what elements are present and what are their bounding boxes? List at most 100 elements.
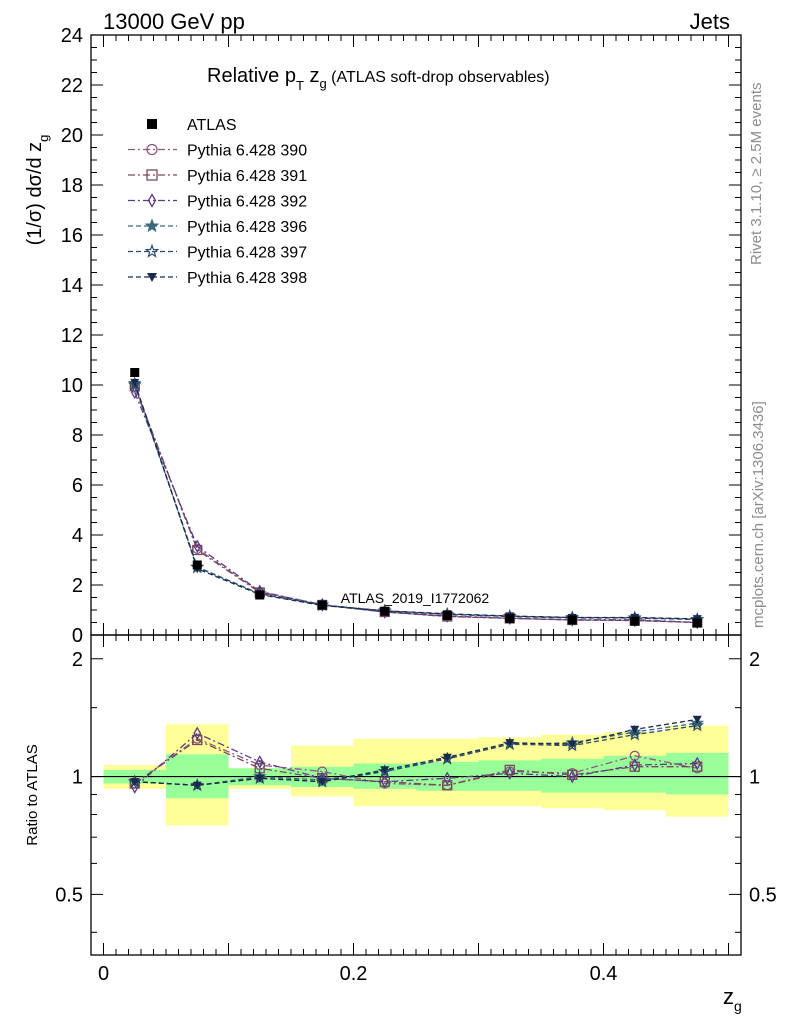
ratio-series-point — [504, 764, 515, 776]
y-tick-label: 8 — [72, 425, 83, 447]
ratio-series-point — [693, 756, 702, 771]
series-line — [134, 382, 698, 620]
y-tick-label: 6 — [72, 475, 83, 497]
series-line — [134, 383, 698, 621]
legend-label: Pythia 6.428 390 — [187, 143, 307, 160]
header-right: Jets — [690, 9, 730, 34]
data-point — [505, 614, 515, 624]
title-tail: (ATLAS soft-drop observables) — [327, 69, 550, 86]
ratio-series-point — [630, 758, 639, 772]
ratio-series-point — [130, 778, 140, 787]
y-tick-label: 18 — [61, 175, 83, 197]
chart-title: Relative pT zg (ATLAS soft-drop observab… — [207, 65, 550, 93]
ratio-plot-area: 0 0.2 0.4 0.5 0.5 1 1 2 2 — [55, 634, 777, 985]
y-axis-label-main: (1/σ) dσ/d z — [24, 142, 46, 246]
ratio-series-point — [380, 774, 389, 789]
ratio-series-line — [134, 724, 698, 786]
x-tick-label: 0.4 — [590, 963, 618, 985]
ratio-series-point — [443, 771, 452, 786]
legend-label: Pythia 6.428 391 — [187, 168, 307, 185]
series-line — [134, 386, 698, 624]
series-point — [193, 539, 202, 554]
data-point — [380, 606, 390, 616]
title-sub-g: g — [319, 76, 326, 91]
ratio-series-point — [692, 761, 703, 772]
legend-label-atlas: ATLAS — [187, 117, 237, 134]
ratio-series-point — [317, 778, 327, 787]
ratio-series-point — [630, 725, 640, 734]
ratio-series-point — [255, 774, 265, 783]
series-line — [134, 387, 698, 624]
rivet-label: Rivet 3.1.10, ≥ 2.5M events — [748, 83, 765, 266]
x-axis-label: zg — [723, 984, 742, 1014]
y-axis-label: (1/σ) dσ/d zg — [24, 135, 51, 246]
legend-marker-atlas — [147, 119, 157, 129]
y-tick-label: 14 — [61, 275, 83, 297]
ratio-y-axis-label: Ratio to ATLAS — [24, 744, 41, 845]
ratio-series-point — [192, 781, 202, 790]
x-tick-label: 0.2 — [340, 963, 368, 985]
legend-marker — [147, 273, 157, 282]
mcplots-label: mcplots.cern.ch [arXiv:1306.3436] — [750, 401, 767, 628]
ratio-tick-label-right: 2 — [749, 649, 760, 671]
y-tick-label: 24 — [61, 25, 83, 47]
ratio-series-point — [193, 726, 202, 741]
legend-marker — [144, 243, 160, 258]
series-line — [134, 384, 698, 620]
legend-marker — [147, 193, 157, 208]
series-point — [130, 385, 139, 400]
ratio-series-point — [380, 766, 390, 775]
y-axis-label-sub: g — [36, 135, 51, 142]
ratio-tick-label-right: 1 — [749, 767, 760, 789]
ratio-series-point — [690, 718, 705, 732]
ratio-series-point — [627, 727, 642, 741]
ratio-tick-label: 2 — [72, 649, 83, 671]
ratio-band-inner — [541, 758, 604, 793]
ratio-band-inner — [666, 752, 729, 795]
ratio-series-point — [568, 769, 577, 784]
ratio-series-point — [442, 780, 453, 791]
ratio-series-point — [505, 739, 515, 748]
ratio-series-point — [442, 753, 452, 762]
data-point — [567, 615, 577, 625]
series-line — [134, 392, 698, 624]
ratio-tick-label-right: 0.5 — [749, 884, 777, 906]
data-point — [317, 600, 327, 610]
legend-marker — [146, 143, 158, 156]
y-tick-label: 22 — [61, 75, 83, 97]
ratio-tick-label: 1 — [72, 767, 83, 789]
y-tick-label: 12 — [61, 325, 83, 347]
legend-label: Pythia 6.428 397 — [187, 245, 307, 262]
watermark: ATLAS_2019_I1772062 — [341, 590, 490, 606]
legend-marker — [144, 218, 160, 233]
legend: ATLAS Pythia 6.428 390 Pythia 6.428 391 Pyt… — [128, 117, 307, 287]
data-point — [692, 618, 702, 628]
series-point — [130, 378, 140, 387]
data-point — [192, 560, 202, 570]
y-tick-label: 20 — [61, 125, 83, 147]
y-tick-label: 4 — [72, 525, 83, 547]
data-point — [255, 590, 265, 600]
ratio-series-point — [255, 755, 264, 769]
ratio-series-point — [567, 740, 577, 749]
ratio-series-point — [192, 734, 203, 746]
ratio-tick-label: 0.5 — [55, 884, 83, 906]
x-axis-label-main: z — [723, 984, 734, 1009]
y-tick-label: 10 — [61, 375, 83, 397]
ratio-series-point — [505, 766, 514, 781]
ratio-band-inner — [603, 755, 666, 793]
data-point — [630, 616, 640, 626]
legend-label: Pythia 6.428 392 — [187, 194, 307, 211]
y-tick-label: 0 — [72, 625, 83, 647]
title-mid: z — [304, 65, 320, 87]
x-tick-label: 0 — [98, 963, 109, 985]
y-tick-label: 16 — [61, 225, 83, 247]
title-main: Relative p — [207, 65, 296, 87]
header-left: 13000 GeV pp — [103, 9, 245, 34]
legend-marker — [146, 169, 158, 181]
legend-label: Pythia 6.428 398 — [187, 270, 307, 287]
ratio-series-line — [134, 737, 698, 786]
ratio-series-line — [134, 718, 698, 786]
